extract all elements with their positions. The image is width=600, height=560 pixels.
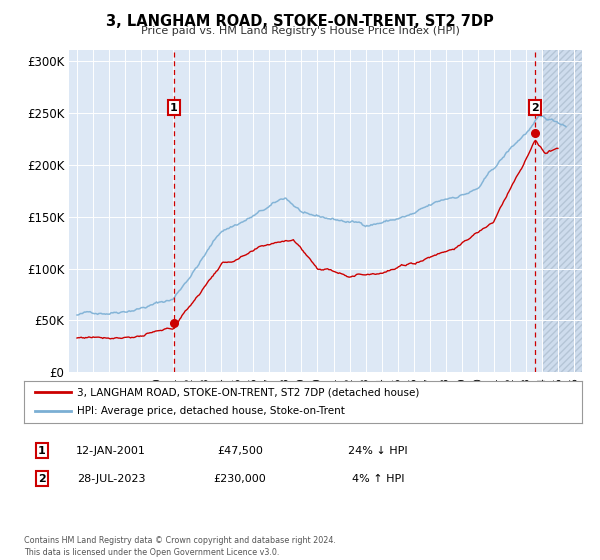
Text: 1: 1 [38, 446, 46, 456]
Text: £47,500: £47,500 [217, 446, 263, 456]
Text: Price paid vs. HM Land Registry's House Price Index (HPI): Price paid vs. HM Land Registry's House … [140, 26, 460, 36]
Text: 3, LANGHAM ROAD, STOKE-ON-TRENT, ST2 7DP: 3, LANGHAM ROAD, STOKE-ON-TRENT, ST2 7DP [106, 14, 494, 29]
Text: 12-JAN-2001: 12-JAN-2001 [76, 446, 146, 456]
Text: Contains HM Land Registry data © Crown copyright and database right 2024.
This d: Contains HM Land Registry data © Crown c… [24, 536, 336, 557]
Text: 24% ↓ HPI: 24% ↓ HPI [348, 446, 408, 456]
Text: 1: 1 [170, 102, 178, 113]
Text: 2: 2 [38, 474, 46, 484]
Text: 28-JUL-2023: 28-JUL-2023 [77, 474, 145, 484]
Text: £230,000: £230,000 [214, 474, 266, 484]
Text: 2: 2 [531, 102, 539, 113]
Bar [542, 50, 582, 372]
Text: 3, LANGHAM ROAD, STOKE-ON-TRENT, ST2 7DP (detached house): 3, LANGHAM ROAD, STOKE-ON-TRENT, ST2 7DP… [77, 387, 419, 397]
Text: 4% ↑ HPI: 4% ↑ HPI [352, 474, 404, 484]
Text: HPI: Average price, detached house, Stoke-on-Trent: HPI: Average price, detached house, Stok… [77, 407, 345, 417]
